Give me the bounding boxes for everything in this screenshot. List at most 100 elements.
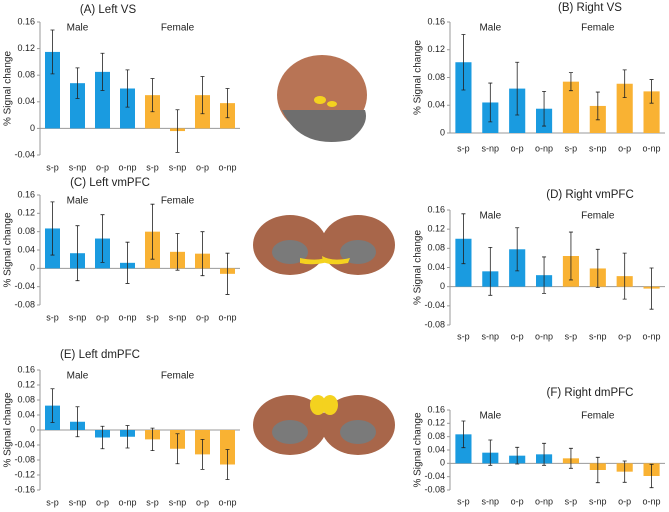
error-bar (125, 241, 130, 284)
x-tick-label: s-p (46, 497, 59, 507)
y-tick-label: -0.08 (424, 484, 445, 494)
error-bar (200, 438, 205, 470)
x-tick-label: o-np (218, 312, 236, 322)
x-tick-label: o-np (643, 331, 661, 341)
error-bar (125, 425, 130, 449)
x-tick-label: o-p (96, 497, 109, 507)
x-tick-label: o-p (511, 331, 524, 341)
y-tick-label: 0.12 (17, 208, 35, 218)
y-tick-label: 0.16 (17, 189, 35, 199)
error-bar (595, 91, 600, 121)
y-tick-label: 0 (30, 263, 35, 273)
x-tick-label: o-np (535, 496, 553, 506)
error-bar (175, 233, 180, 271)
y-axis-label: % Signal change (3, 51, 14, 126)
error-bar (568, 447, 573, 469)
y-axis-label: % Signal change (413, 40, 424, 115)
chart-title: (A) Left VS (80, 4, 137, 16)
brain-dmpfc (253, 395, 395, 455)
x-tick-label: s-np (69, 312, 87, 322)
x-tick-label: s-np (589, 496, 607, 506)
error-bar (515, 446, 520, 465)
group-label: Male (479, 411, 501, 422)
chart-title: (F) Right dmPFC (547, 387, 634, 399)
y-tick-label: 0.04 (17, 244, 35, 254)
y-tick-label: 0.12 (427, 224, 445, 234)
group-label: Female (581, 23, 615, 34)
x-tick-label: o-np (643, 143, 661, 153)
error-bar (542, 442, 547, 466)
y-tick-label: 0.08 (17, 226, 35, 236)
y-tick-label: 0.08 (17, 394, 35, 404)
error-bar (542, 90, 547, 127)
error-bar (175, 109, 180, 153)
y-tick-label: 0.04 (427, 100, 445, 110)
y-axis-label: % Signal change (413, 230, 424, 305)
x-tick-label: o-p (96, 162, 109, 172)
y-tick-label: -0.08 (14, 299, 35, 309)
error-bar (488, 82, 493, 123)
group-label: Female (161, 371, 195, 382)
y-tick-label: 0 (30, 424, 35, 434)
x-tick-label: s-np (169, 162, 187, 172)
error-bar (100, 214, 105, 263)
x-tick-label: s-p (46, 162, 59, 172)
chart-title: (E) Left dmPFC (60, 349, 140, 361)
error-bar (488, 439, 493, 466)
error-bar (75, 406, 80, 438)
y-axis-label: % Signal change (3, 392, 14, 467)
error-bar (595, 248, 600, 289)
group-label: Male (67, 23, 89, 34)
y-tick-label: 0.12 (17, 379, 35, 389)
bar (562, 81, 579, 133)
error-bar (75, 67, 80, 99)
group-label: Female (161, 23, 195, 34)
x-tick-label: o-p (196, 497, 209, 507)
error-bar (488, 246, 493, 296)
error-bar (622, 252, 627, 300)
x-tick-label: s-p (46, 312, 59, 322)
x-tick-label: s-np (482, 143, 500, 153)
bar (455, 434, 472, 464)
x-tick-label: s-np (589, 331, 607, 341)
y-tick-label: 0.08 (427, 243, 445, 253)
error-bar (150, 203, 155, 260)
bar (455, 62, 472, 133)
x-tick-label: s-p (565, 331, 578, 341)
group-label: Female (581, 411, 615, 422)
x-tick-label: o-p (511, 496, 524, 506)
x-tick-label: s-p (565, 496, 578, 506)
bar (220, 430, 235, 465)
error-bar (461, 34, 466, 91)
x-tick-label: o-np (218, 162, 236, 172)
y-tick-label: -0.04 (14, 439, 35, 449)
error-bar (461, 213, 466, 265)
y-tick-label: 0.16 (427, 204, 445, 214)
x-tick-label: s-p (146, 497, 159, 507)
x-tick-label: s-p (457, 143, 470, 153)
x-tick-label: s-p (146, 162, 159, 172)
error-bar (200, 76, 205, 115)
y-tick-label: 0.08 (427, 431, 445, 441)
chart-title: (D) Right vmPFC (546, 189, 634, 201)
error-bar (100, 425, 105, 450)
brain-vs (277, 55, 367, 142)
x-tick-label: o-np (218, 497, 236, 507)
x-tick-label: s-np (589, 143, 607, 153)
group-label: Female (161, 196, 195, 207)
error-bar (622, 460, 627, 483)
y-tick-label: 0.04 (17, 96, 35, 106)
x-tick-label: o-np (643, 496, 661, 506)
x-tick-label: o-np (118, 162, 136, 172)
y-tick-label: 0.04 (17, 409, 35, 419)
x-tick-label: s-p (457, 331, 470, 341)
group-label: Male (67, 371, 89, 382)
error-bar (50, 29, 55, 75)
error-bar (568, 231, 573, 281)
y-tick-label: -0.04 (14, 149, 35, 159)
error-bar (225, 449, 230, 480)
x-tick-label: o-p (618, 143, 631, 153)
error-bar (515, 61, 520, 116)
x-tick-label: o-p (618, 331, 631, 341)
